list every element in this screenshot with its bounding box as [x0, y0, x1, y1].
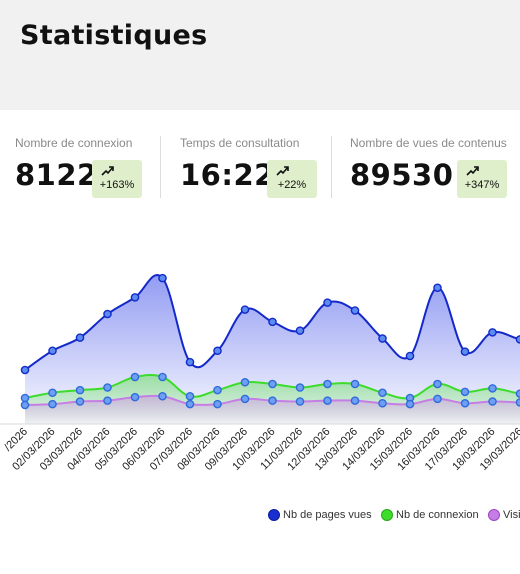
data-point-pages[interactable]: [268, 317, 277, 327]
data-point-visits[interactable]: [405, 399, 415, 409]
data-point-connexion[interactable]: [48, 388, 57, 398]
legend-swatch: [381, 509, 393, 521]
data-point-visits[interactable]: [240, 394, 250, 404]
data-point-visits[interactable]: [20, 400, 30, 410]
data-point-pages[interactable]: [213, 346, 222, 356]
data-point-connexion[interactable]: [378, 388, 387, 398]
data-point-connexion[interactable]: [268, 379, 277, 389]
data-point-connexion[interactable]: [350, 379, 360, 389]
data-point-connexion[interactable]: [488, 384, 497, 393]
data-point-connexion[interactable]: [433, 379, 442, 389]
data-point-pages[interactable]: [20, 365, 30, 375]
data-point-pages[interactable]: [103, 309, 112, 319]
legend-swatch: [488, 509, 500, 521]
data-point-visits[interactable]: [48, 399, 57, 409]
change-value: +347%: [464, 179, 500, 191]
data-point-connexion[interactable]: [103, 383, 112, 392]
data-point-pages[interactable]: [323, 298, 332, 307]
data-point-visits[interactable]: [130, 392, 140, 402]
data-point-pages[interactable]: [240, 305, 250, 314]
data-point-visits[interactable]: [460, 398, 470, 408]
data-point-pages[interactable]: [75, 333, 85, 342]
trending-up-icon: [276, 166, 289, 176]
data-point-visits[interactable]: [323, 396, 332, 405]
stat-divider: [160, 136, 161, 198]
data-point-visits[interactable]: [213, 399, 222, 409]
change-badge: +22%: [267, 160, 317, 198]
change-badge: +163%: [92, 160, 142, 198]
data-point-connexion[interactable]: [515, 389, 520, 398]
data-point-pages[interactable]: [185, 357, 195, 367]
data-point-visits[interactable]: [378, 398, 387, 408]
data-point-connexion[interactable]: [295, 383, 305, 392]
stat-divider: [331, 136, 332, 198]
data-point-visits[interactable]: [515, 398, 520, 407]
data-point-visits[interactable]: [488, 397, 497, 406]
data-point-visits[interactable]: [350, 396, 360, 405]
page-title: Statistiques: [20, 20, 208, 51]
data-point-visits[interactable]: [295, 397, 305, 406]
legend-label: Visi: [503, 509, 520, 521]
data-point-visits[interactable]: [185, 399, 195, 409]
data-point-visits[interactable]: [158, 391, 167, 401]
data-point-connexion[interactable]: [240, 377, 250, 387]
chart-points: [20, 273, 520, 410]
data-point-connexion[interactable]: [460, 387, 470, 397]
stat-label: Temps de consultation: [180, 136, 300, 150]
legend-swatch: [268, 509, 280, 521]
data-point-visits[interactable]: [75, 397, 85, 406]
data-point-connexion[interactable]: [20, 393, 30, 403]
data-point-connexion[interactable]: [130, 372, 140, 382]
stats-area-chart: /202602/03/202603/03/202604/03/202605/03…: [0, 273, 520, 473]
data-point-pages[interactable]: [378, 334, 387, 343]
data-point-pages[interactable]: [48, 346, 57, 356]
data-point-pages[interactable]: [488, 328, 497, 337]
stat-value: 16:22: [180, 158, 275, 192]
page-header: Statistiques: [0, 0, 520, 110]
legend-label: Nb de connexion: [396, 509, 479, 521]
data-point-pages[interactable]: [433, 283, 442, 293]
change-value: +163%: [99, 179, 135, 191]
data-point-visits[interactable]: [103, 396, 112, 405]
stat-label: Nombre de vues de contenus: [350, 136, 507, 150]
data-point-pages[interactable]: [130, 293, 140, 302]
x-axis-ticks: /202602/03/202603/03/202604/03/202605/03…: [2, 426, 520, 473]
series-area-visits: [25, 395, 520, 424]
data-point-pages[interactable]: [405, 351, 415, 361]
data-point-pages[interactable]: [295, 326, 305, 335]
trending-up-icon: [101, 166, 114, 176]
data-point-connexion[interactable]: [185, 391, 195, 401]
stat-value: 89530: [350, 158, 454, 192]
data-point-connexion[interactable]: [323, 379, 332, 389]
data-point-connexion[interactable]: [158, 372, 167, 382]
data-point-connexion[interactable]: [213, 385, 222, 395]
legend-label: Nb de pages vues: [283, 509, 372, 521]
data-point-visits[interactable]: [433, 394, 442, 404]
data-point-pages[interactable]: [350, 306, 360, 315]
series-line-pages: [24, 274, 520, 371]
data-point-pages[interactable]: [460, 347, 470, 356]
change-value: +22%: [277, 179, 307, 191]
data-point-connexion[interactable]: [75, 385, 85, 395]
data-point-pages[interactable]: [158, 273, 167, 283]
trending-up-icon: [466, 166, 479, 176]
stat-label: Nombre de connexion: [15, 136, 133, 150]
change-badge: +347%: [457, 160, 507, 198]
data-point-visits[interactable]: [268, 396, 277, 405]
stat-value: 8122: [15, 158, 98, 192]
data-point-pages[interactable]: [515, 335, 520, 344]
